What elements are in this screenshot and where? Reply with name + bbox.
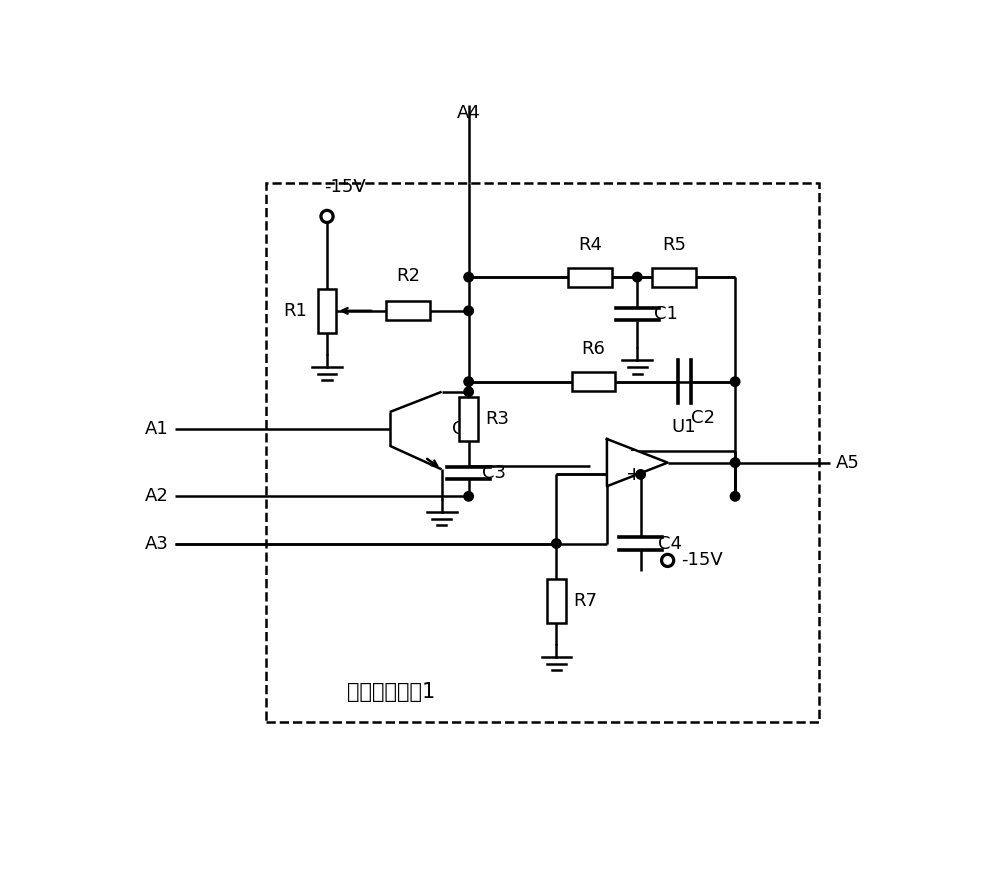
Circle shape <box>730 491 740 501</box>
Text: R7: R7 <box>573 592 597 610</box>
Bar <box>266 183 819 723</box>
Text: U1: U1 <box>671 418 696 435</box>
Text: 信号调整电路1: 信号调整电路1 <box>347 682 435 702</box>
Circle shape <box>464 306 473 315</box>
Text: R6: R6 <box>582 340 605 358</box>
Text: A5: A5 <box>836 454 860 471</box>
Circle shape <box>730 377 740 386</box>
Text: R4: R4 <box>578 236 602 253</box>
Text: C4: C4 <box>658 534 682 553</box>
FancyBboxPatch shape <box>547 579 566 623</box>
FancyBboxPatch shape <box>386 301 430 321</box>
Circle shape <box>730 458 740 467</box>
Text: A4: A4 <box>457 104 481 122</box>
Circle shape <box>464 387 473 397</box>
Circle shape <box>552 539 561 548</box>
Circle shape <box>464 491 473 501</box>
Circle shape <box>464 377 473 386</box>
FancyBboxPatch shape <box>568 268 612 286</box>
Text: C3: C3 <box>482 463 506 482</box>
Text: C2: C2 <box>691 409 715 427</box>
Text: Q1: Q1 <box>452 420 477 438</box>
Circle shape <box>464 272 473 282</box>
Circle shape <box>636 470 645 479</box>
Text: A1: A1 <box>145 420 168 438</box>
FancyBboxPatch shape <box>652 268 696 286</box>
Polygon shape <box>607 439 668 486</box>
Text: A2: A2 <box>145 487 168 505</box>
FancyBboxPatch shape <box>318 289 336 333</box>
Text: -15V: -15V <box>681 551 723 569</box>
FancyBboxPatch shape <box>459 397 478 441</box>
Circle shape <box>633 272 642 282</box>
Text: A3: A3 <box>145 534 168 553</box>
Text: R3: R3 <box>486 410 510 427</box>
Text: R2: R2 <box>396 267 420 286</box>
Text: -: - <box>630 442 637 460</box>
Text: R1: R1 <box>283 302 307 320</box>
Text: R5: R5 <box>662 236 686 253</box>
Text: +: + <box>626 465 642 484</box>
FancyBboxPatch shape <box>572 372 615 391</box>
Text: -15V: -15V <box>324 178 365 196</box>
Text: C1: C1 <box>654 305 678 323</box>
